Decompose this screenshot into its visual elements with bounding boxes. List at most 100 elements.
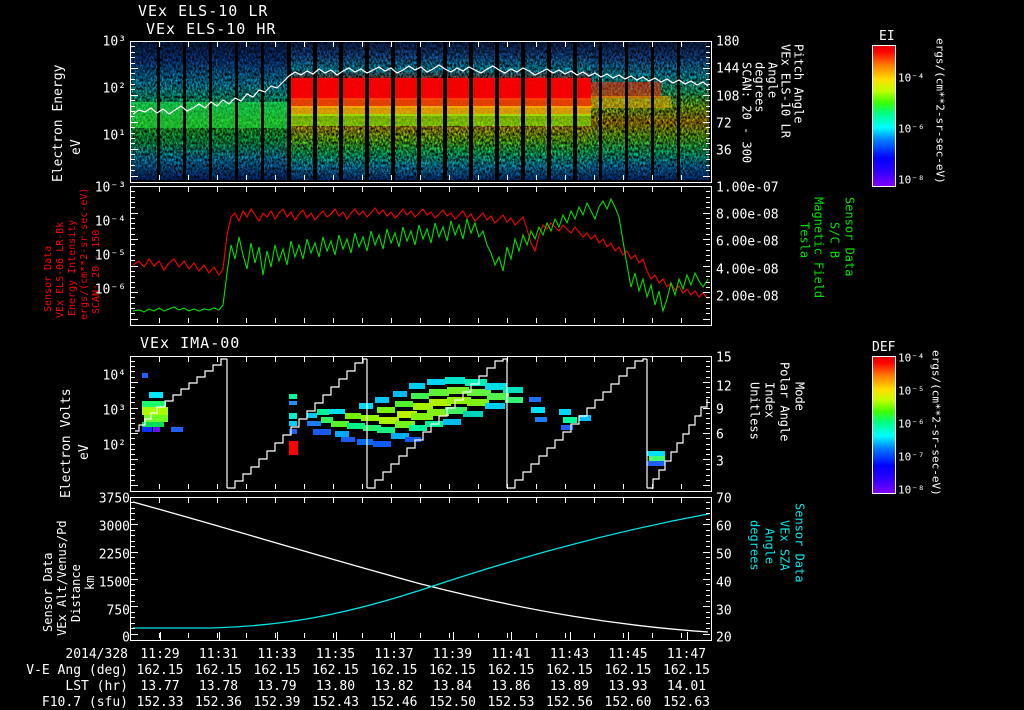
axis-tick-minor bbox=[131, 159, 135, 161]
axis-tick-x bbox=[594, 42, 595, 47]
axis-tick-x bbox=[188, 187, 189, 192]
panel1-colorbar-name: EI bbox=[879, 29, 895, 44]
panel2-y2label-1: S/C B bbox=[827, 222, 842, 259]
panel1-y2tick-1: 144 bbox=[716, 61, 740, 77]
axis-tick-minor bbox=[131, 116, 135, 118]
x-tick-major bbox=[335, 632, 337, 640]
panel2-plot-area[interactable] bbox=[130, 186, 712, 326]
axis-tick-minor bbox=[706, 417, 710, 419]
axis-tick-minor bbox=[131, 407, 138, 409]
axis-tick-x bbox=[507, 187, 508, 192]
axis-tick-x bbox=[217, 187, 218, 192]
panel3-cbtick-1: 10⁻⁵ bbox=[898, 384, 925, 398]
panel3-ytick-1: 10³ bbox=[102, 403, 126, 419]
axis-tick-x bbox=[188, 318, 189, 323]
axis-tick-minor bbox=[131, 584, 135, 586]
axis-tick-x bbox=[188, 484, 189, 489]
axis-tick-minor bbox=[706, 154, 710, 156]
x-tick-major bbox=[452, 632, 454, 640]
axis-tick-x bbox=[594, 175, 595, 180]
axis-tick-minor bbox=[706, 557, 710, 559]
axis-tick-x bbox=[681, 357, 682, 362]
axis-tick-x bbox=[623, 175, 624, 180]
bottom-cell-ve-ang: 162.15 bbox=[253, 663, 301, 678]
axis-tick-x bbox=[217, 42, 218, 47]
panel1-colorbar-unit: ergs/(cm**2-sr-sec-eV) bbox=[933, 38, 947, 184]
axis-tick-minor bbox=[706, 518, 710, 520]
panel1-yunit: eV bbox=[69, 139, 84, 155]
axis-tick-x bbox=[681, 484, 682, 489]
panel2-lines-svg bbox=[131, 187, 709, 323]
axis-tick-minor bbox=[706, 573, 710, 575]
axis-tick-minor bbox=[131, 105, 135, 107]
axis-tick-minor bbox=[131, 297, 135, 299]
bottom-cell-time: 11:33 bbox=[257, 647, 297, 662]
axis-tick-minor bbox=[706, 535, 710, 537]
panel1-ylabel: Electron Energy bbox=[51, 64, 66, 182]
bottom-cell-ve-ang: 162.15 bbox=[312, 663, 359, 678]
axis-tick-minor bbox=[703, 407, 710, 409]
axis-tick-x bbox=[594, 357, 595, 362]
panel4-plot-area[interactable] bbox=[130, 497, 712, 641]
axis-tick-minor bbox=[131, 633, 138, 635]
bottom-cell-time: 11:47 bbox=[666, 647, 707, 662]
axis-tick-minor bbox=[706, 57, 710, 59]
axis-tick-minor bbox=[131, 562, 135, 564]
axis-tick-minor bbox=[131, 78, 135, 80]
axis-tick-x bbox=[507, 484, 508, 489]
axis-tick-minor bbox=[131, 217, 135, 219]
axis-tick-minor bbox=[706, 116, 710, 118]
panel1-y2label-4: SCAN: 20 - 300 bbox=[739, 62, 754, 164]
axis-tick-minor bbox=[706, 622, 710, 624]
axis-tick-minor bbox=[703, 239, 710, 241]
axis-tick-minor bbox=[131, 606, 138, 608]
axis-tick-x bbox=[333, 633, 334, 638]
panel1-ytick-0: 10³ bbox=[102, 34, 126, 50]
axis-tick-minor bbox=[131, 479, 135, 481]
axis-tick-x bbox=[391, 357, 392, 362]
axis-tick-x bbox=[652, 357, 653, 362]
axis-tick-minor bbox=[131, 62, 135, 64]
panel1-y2tick-2: 108 bbox=[716, 89, 740, 105]
axis-tick-minor bbox=[131, 469, 135, 471]
panel3-plot-area[interactable] bbox=[130, 356, 712, 492]
panel3-data-pixels bbox=[142, 373, 665, 466]
axis-tick-minor bbox=[131, 249, 135, 251]
axis-tick-x bbox=[362, 175, 363, 180]
axis-tick-minor bbox=[131, 540, 135, 542]
axis-tick-minor bbox=[131, 529, 135, 531]
panel3-y2label-0: Mode bbox=[792, 382, 807, 411]
axis-tick-x bbox=[246, 357, 247, 362]
axis-tick-minor bbox=[131, 448, 135, 450]
axis-tick-minor bbox=[706, 402, 710, 404]
axis-tick-minor bbox=[706, 595, 710, 597]
axis-tick-minor bbox=[703, 633, 710, 635]
axis-tick-minor bbox=[131, 94, 138, 96]
axis-tick-minor bbox=[706, 502, 710, 504]
panel3-y2label-1: Polar Angle bbox=[777, 362, 792, 442]
axis-tick-x bbox=[333, 318, 334, 323]
panel1-y2tick-0: 180 bbox=[716, 34, 740, 50]
axis-tick-minor bbox=[131, 175, 138, 177]
axis-tick-x bbox=[652, 175, 653, 180]
axis-tick-minor bbox=[706, 78, 710, 80]
panel1-plot-area[interactable] bbox=[130, 41, 712, 183]
axis-tick-minor bbox=[706, 100, 710, 102]
axis-tick-minor bbox=[706, 223, 710, 225]
bottom-cell-time: 11:35 bbox=[315, 647, 356, 662]
bottom-cell-lst: 13.86 bbox=[491, 679, 531, 694]
bottom-cell-f107: 152.56 bbox=[546, 695, 593, 710]
axis-tick-x bbox=[304, 484, 305, 489]
panel2-ytick-0: 10⁻³ bbox=[94, 180, 126, 196]
panel4-ylabel-1: VEx Alt/Venus/Pd bbox=[55, 520, 69, 636]
axis-tick-minor bbox=[703, 578, 710, 580]
panel2-ylabel-1: VEx ELS-06 LR-Bk bbox=[55, 221, 66, 318]
axis-tick-minor bbox=[706, 628, 710, 630]
axis-tick-x bbox=[478, 498, 479, 503]
axis-tick-x bbox=[652, 318, 653, 323]
axis-tick-x bbox=[246, 484, 247, 489]
bottom-cell-f107: 152.53 bbox=[487, 695, 535, 710]
axis-tick-minor bbox=[706, 46, 710, 48]
axis-tick-minor bbox=[706, 448, 710, 450]
axis-tick-x bbox=[275, 42, 276, 47]
